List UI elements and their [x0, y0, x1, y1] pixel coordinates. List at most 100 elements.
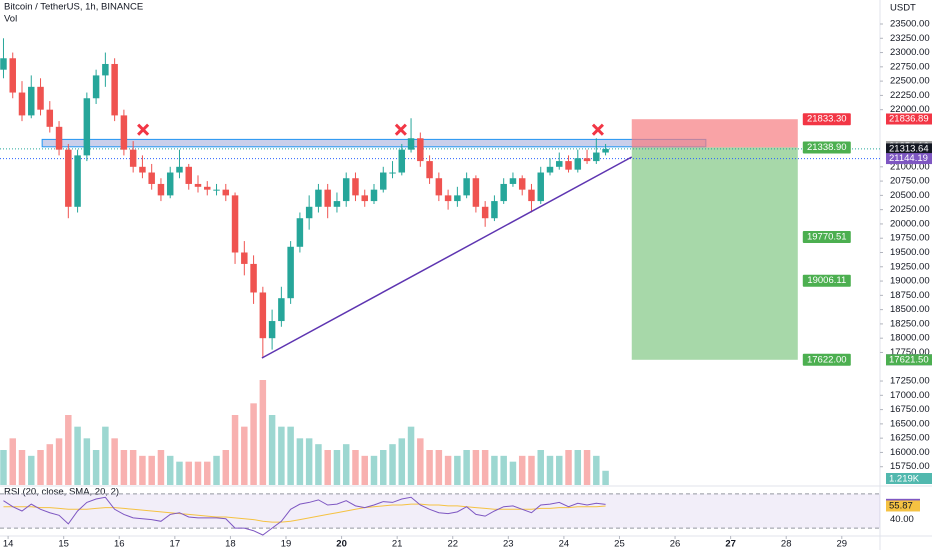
candle-body: [518, 178, 526, 190]
y-tick-label: 18000.00: [890, 333, 930, 344]
volume-bar: [0, 450, 7, 485]
candle-body: [83, 98, 91, 156]
candle-body: [454, 195, 461, 202]
y-tick-label: 22500.00: [890, 76, 930, 87]
stop-label: 21833.30: [807, 114, 847, 125]
y-tick-label: 16500.00: [890, 418, 930, 429]
volume-bar: [65, 415, 72, 485]
volume-bar: [398, 438, 406, 485]
y-tick-label: 22250.00: [890, 90, 930, 101]
volume-bar: [74, 426, 81, 485]
candle-body: [120, 115, 128, 150]
volume-tag-bg: [886, 473, 932, 484]
candle-body: [102, 63, 109, 76]
target-zone: [631, 147, 798, 360]
volume-bar: [509, 461, 517, 485]
stop-zone: [631, 119, 798, 148]
y-tick-label: 19750.00: [890, 233, 930, 244]
volume-bar: [361, 455, 368, 485]
volume-bar: [380, 450, 387, 485]
volume-bar: [213, 455, 220, 485]
cross-marker: [394, 123, 407, 136]
candle-body: [305, 206, 313, 219]
price-tag: 17621.50: [889, 354, 929, 365]
target-label: 17622.00: [807, 354, 847, 365]
volume-bar: [556, 455, 563, 485]
volume-bar: [426, 450, 433, 485]
y-tick-label: 15750.00: [890, 461, 930, 472]
volume-bar: [46, 444, 54, 485]
entry-label-bg: [802, 141, 851, 154]
resistance-zone: [41, 138, 707, 148]
volume-bar: [491, 455, 498, 485]
price-tag: 21313.64: [889, 143, 929, 154]
candle-body: [296, 218, 304, 247]
y-tick-label: 19500.00: [890, 247, 930, 258]
candle-body: [315, 189, 322, 207]
candle-body: [380, 172, 387, 190]
candle-body: [176, 166, 183, 173]
y-tick-label: 21000.00: [890, 161, 930, 172]
x-tick-label: 29: [837, 539, 848, 550]
volume-bar: [342, 444, 350, 485]
volume-bar: [259, 380, 267, 485]
candle-body: [574, 158, 582, 170]
price-tag-bg: [886, 354, 932, 366]
x-tick-label: 19: [281, 539, 292, 550]
x-tick-label: 28: [781, 539, 792, 550]
y-tick-label: 17250.00: [890, 376, 930, 387]
volume-bar: [148, 455, 155, 485]
volume-bar: [204, 461, 211, 485]
candle-body: [287, 246, 294, 299]
volume-bar: [287, 426, 294, 485]
target-label: 19770.51: [807, 232, 847, 243]
candle-body: [407, 138, 415, 150]
candle-body: [472, 178, 480, 207]
volume-bar: [139, 455, 146, 485]
volume-bar: [129, 450, 137, 485]
volume-bar: [574, 450, 582, 485]
candle-body: [157, 183, 165, 196]
volume-tag: 1.219K: [889, 474, 920, 485]
candle-body: [352, 178, 359, 196]
volume-bar: [454, 455, 461, 485]
rsi-tick-label: 40.00: [890, 514, 914, 525]
y-tick-label: 19250.00: [890, 261, 930, 272]
candle-body: [556, 161, 563, 167]
y-tick-label: 17000.00: [890, 390, 930, 401]
cross-marker: [591, 123, 604, 136]
candle-body: [435, 178, 443, 196]
volume-bar: [463, 450, 470, 485]
candle-body: [583, 158, 591, 162]
volume-bar: [176, 461, 183, 485]
volume-bar: [92, 450, 100, 485]
target-label-bg: [802, 231, 851, 244]
candle-body: [398, 149, 406, 173]
rsi-sma-line: [3, 503, 606, 523]
candle-body: [593, 152, 600, 162]
candle-body: [65, 149, 72, 207]
price-tag: 21836.89: [889, 114, 929, 125]
rsi-line: [3, 496, 606, 536]
candle-body: [185, 166, 192, 184]
x-tick-label: 18: [225, 539, 236, 550]
stop-label-bg: [802, 113, 851, 126]
x-tick-label: 20: [336, 539, 347, 550]
candle-body: [546, 166, 554, 173]
candle-body: [565, 161, 572, 170]
candle-body: [166, 172, 174, 196]
candle-body: [278, 298, 285, 322]
volume-bar: [278, 426, 285, 485]
candle-body: [500, 183, 507, 202]
x-tick-label: 25: [614, 539, 625, 550]
x-tick-label: 27: [725, 539, 736, 550]
y-tick-label: 23250.00: [890, 33, 930, 44]
candle-body: [509, 178, 517, 184]
y-tick-label: 16000.00: [890, 447, 930, 458]
rsi-title: RSI (20, close, SMA, 20, 2): [4, 487, 119, 498]
x-tick-label: 15: [58, 539, 69, 550]
y-tick-label: 20750.00: [890, 176, 930, 187]
candle-body: [0, 58, 7, 70]
y-tick-label: 17750.00: [890, 347, 930, 358]
